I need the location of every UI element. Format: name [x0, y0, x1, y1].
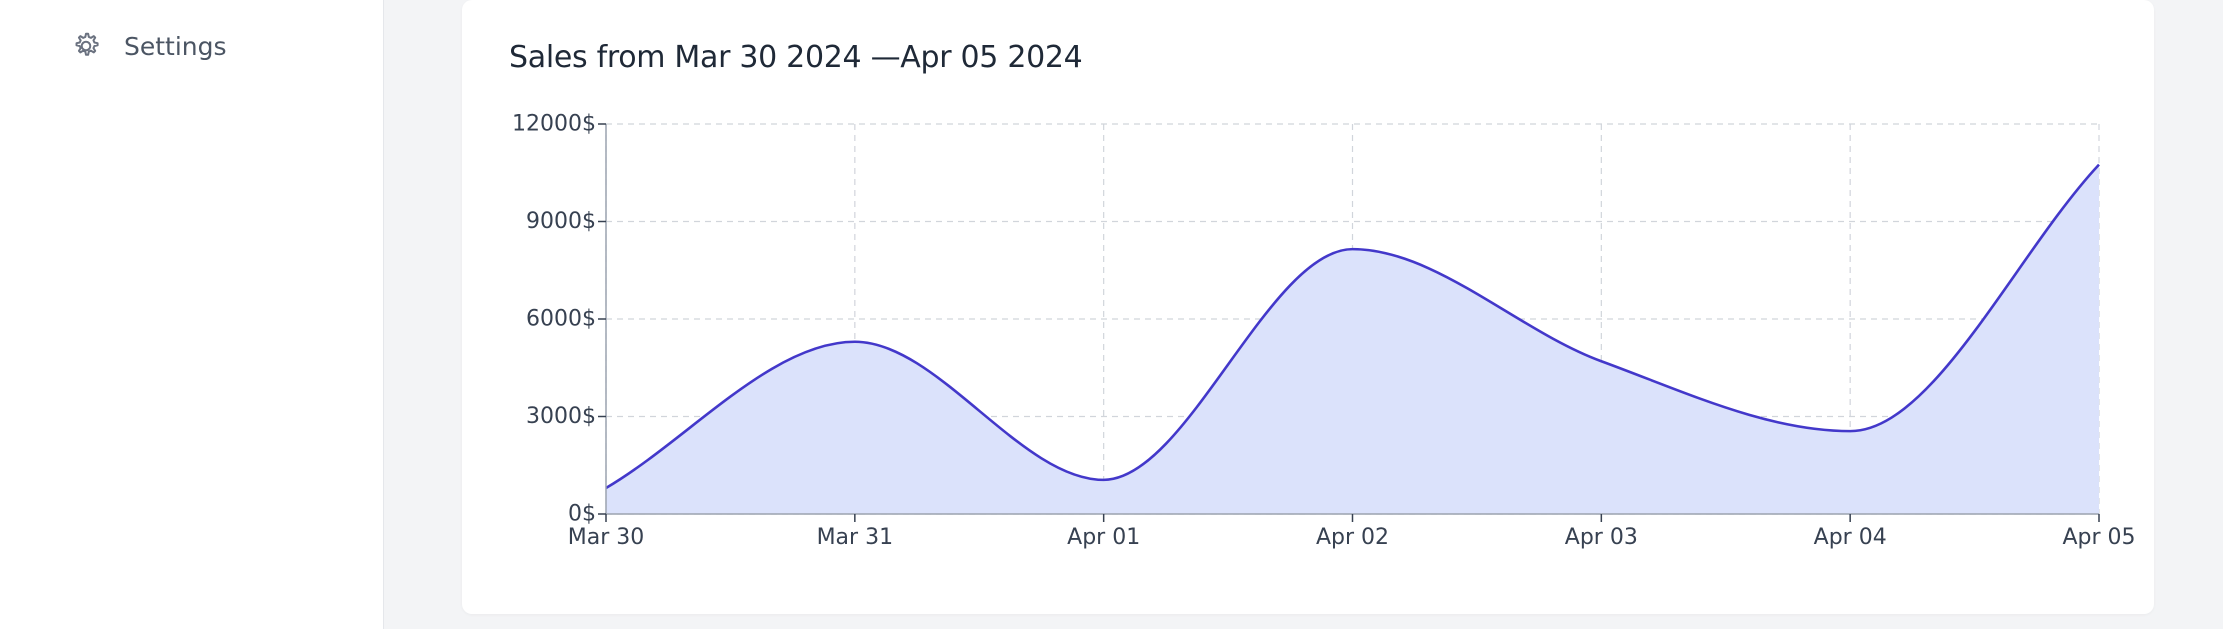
- sidebar-item-label: Settings: [124, 31, 227, 61]
- y-tick-label: 9000$: [526, 209, 596, 234]
- sidebar-item-settings[interactable]: Settings: [70, 26, 227, 66]
- x-tick-label: Apr 01: [1067, 525, 1140, 550]
- series-area-fill: [606, 164, 2099, 514]
- x-tick-label: Apr 03: [1565, 525, 1638, 550]
- x-tick-label: Mar 30: [568, 525, 645, 550]
- y-tick-labels: 0$ 3000$ 6000$ 9000$ 12000$: [512, 112, 596, 527]
- x-tick-label: Apr 05: [2062, 525, 2135, 550]
- x-tick-label: Apr 02: [1316, 525, 1389, 550]
- chart-title: Sales from Mar 30 2024 —Apr 05 2024: [509, 40, 1083, 75]
- y-tick-label: 0$: [568, 502, 596, 527]
- gear-icon: [70, 30, 102, 62]
- y-tick-label: 6000$: [526, 307, 596, 332]
- x-tick-labels: Mar 30 Mar 31 Apr 01 Apr 02 Apr 03 Apr 04 Apr …: [568, 525, 2136, 550]
- y-tick-label: 12000$: [512, 112, 596, 137]
- sidebar: Settings: [0, 0, 384, 629]
- series-line: [605, 163, 2100, 490]
- x-tick-label: Apr 04: [1814, 525, 1887, 550]
- x-tick-label: Mar 31: [817, 525, 894, 550]
- y-tick-label: 3000$: [526, 404, 596, 429]
- axes: [598, 123, 2100, 522]
